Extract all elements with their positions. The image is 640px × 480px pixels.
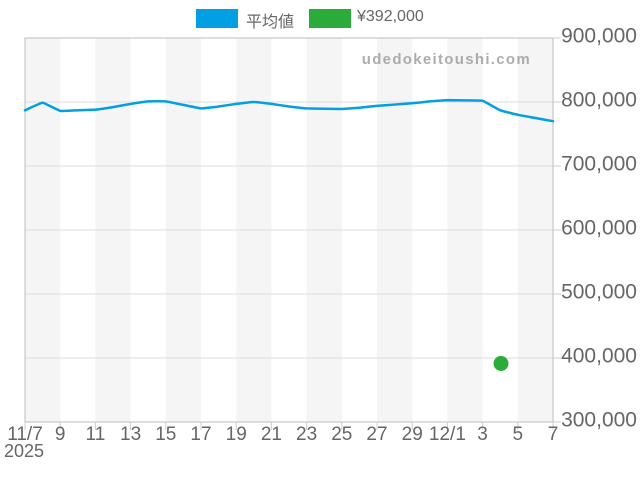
svg-text:300,000: 300,000 — [561, 409, 637, 432]
svg-text:15: 15 — [155, 424, 176, 445]
svg-text:11: 11 — [86, 424, 106, 445]
svg-text:500,000: 500,000 — [561, 281, 637, 304]
svg-text:7: 7 — [548, 424, 559, 445]
svg-text:17: 17 — [190, 424, 211, 445]
svg-text:21: 21 — [261, 424, 282, 445]
svg-text:900,000: 900,000 — [561, 25, 637, 48]
svg-text:19: 19 — [226, 424, 247, 445]
svg-text:600,000: 600,000 — [561, 217, 637, 240]
svg-text:400,000: 400,000 — [561, 345, 637, 368]
svg-text:udedokeitoushi.com: udedokeitoushi.com — [362, 51, 531, 68]
svg-text:12/1: 12/1 — [429, 424, 466, 445]
svg-text:29: 29 — [402, 424, 423, 445]
svg-text:13: 13 — [120, 424, 141, 445]
svg-text:800,000: 800,000 — [561, 89, 637, 112]
svg-text:9: 9 — [55, 424, 66, 445]
svg-text:5: 5 — [513, 424, 524, 445]
svg-text:25: 25 — [331, 424, 352, 445]
svg-text:700,000: 700,000 — [561, 153, 637, 176]
svg-text:3: 3 — [477, 424, 488, 445]
svg-text:2025: 2025 — [4, 441, 44, 461]
svg-text:27: 27 — [366, 424, 387, 445]
svg-text:23: 23 — [296, 424, 317, 445]
